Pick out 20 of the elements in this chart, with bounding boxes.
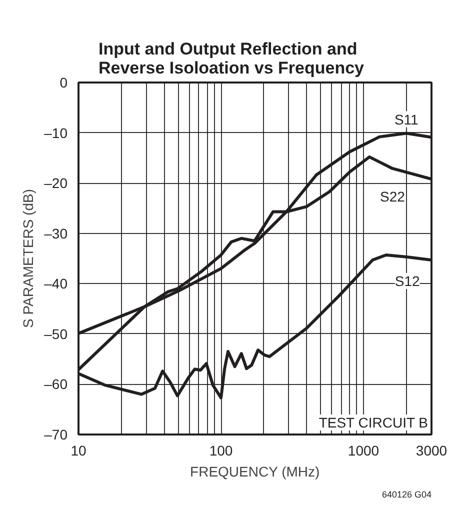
y-tick-label: –40 — [44, 276, 68, 292]
chart-title: Input and Output Reflection and Reverse Isoloation vs Frequency — [98, 40, 365, 78]
x-axis-title: FREQUENCY (MHz) — [190, 464, 320, 480]
y-tick-label: –20 — [44, 175, 68, 192]
x-tick-label: 3000 — [416, 442, 448, 458]
y-tick-label: –70 — [44, 426, 68, 442]
annotation: TEST CIRCUIT B — [318, 414, 428, 430]
text: 640126 G04 — [382, 490, 432, 500]
y-tick-label: –30 — [44, 225, 68, 242]
x-tick-label: 1000 — [348, 442, 380, 458]
series-label: S22 — [380, 188, 406, 204]
y-tick-label: 0 — [60, 74, 68, 90]
series-label: S11 — [394, 111, 419, 128]
x-tick-label: 100 — [209, 442, 233, 458]
y-tick-label: –60 — [44, 376, 68, 392]
x-tick-label: 10 — [70, 442, 86, 458]
y-tick-label: –10 — [44, 124, 68, 141]
series-label: S12 — [394, 272, 420, 289]
y-tick-label: –50 — [44, 326, 68, 342]
y-axis-title: S PARAMETERS (dB) — [20, 188, 36, 328]
